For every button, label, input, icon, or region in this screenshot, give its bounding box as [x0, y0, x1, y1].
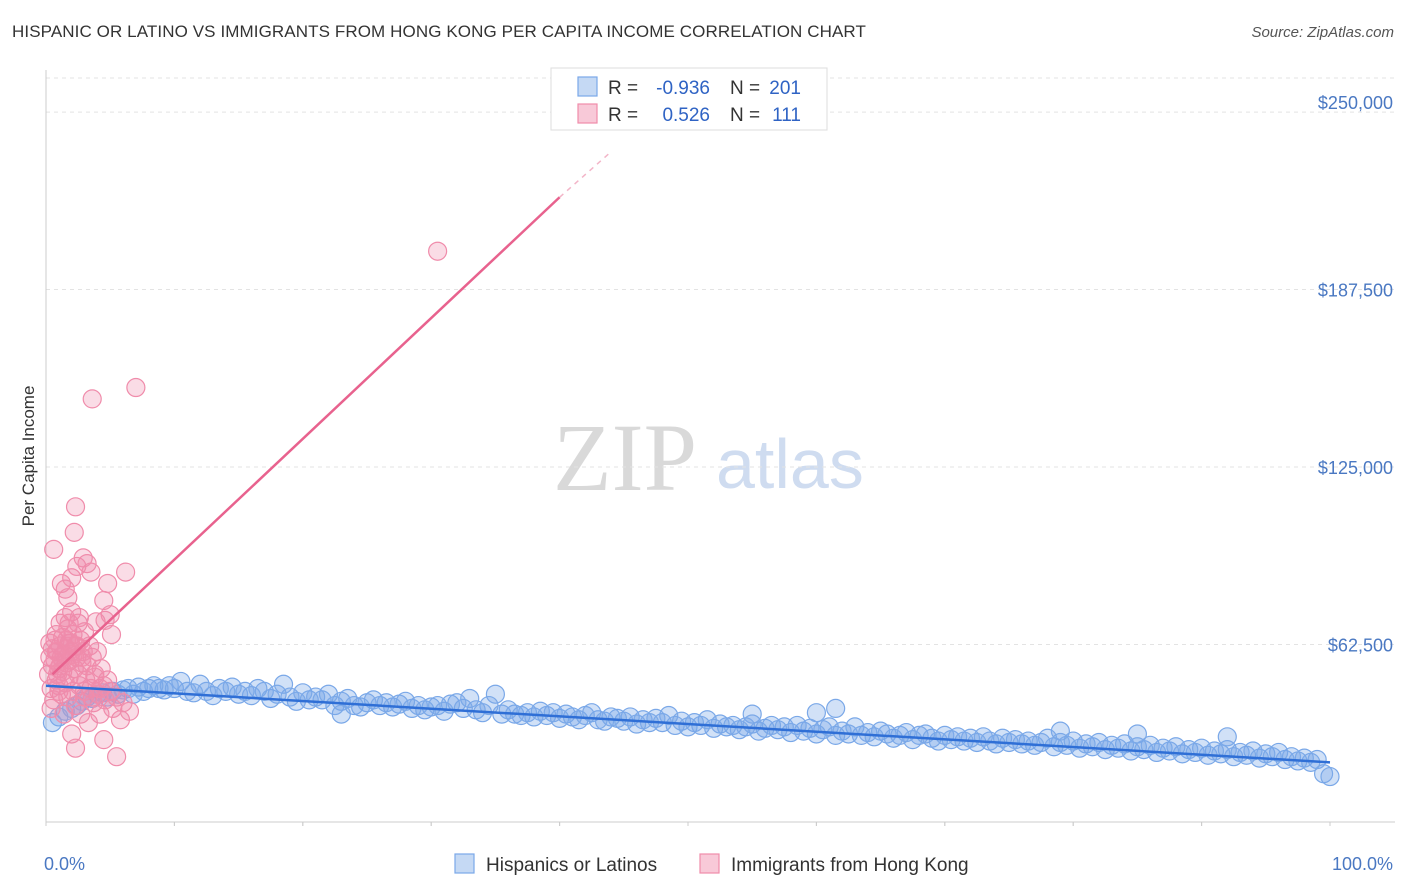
hispanic-point	[1050, 721, 1070, 741]
hispanic-point	[601, 707, 621, 727]
legend-r-value-2: 0.526	[662, 105, 710, 126]
legend-n-label-2: N =	[730, 105, 760, 126]
hispanic-point	[1307, 749, 1327, 770]
legend-n-value-2: 111	[772, 105, 801, 126]
hispanic-point	[485, 684, 505, 704]
hongkong-point	[95, 610, 115, 630]
hispanic-point	[1320, 766, 1340, 787]
hongkong-point	[119, 701, 140, 721]
hongkong-point	[100, 605, 120, 625]
bottom-legend-swatch-hongkong	[699, 853, 720, 874]
hispanic-point	[1217, 727, 1237, 747]
hispanic-point	[826, 698, 846, 719]
hongkong-point	[44, 539, 64, 559]
hispanic-point	[1127, 724, 1148, 744]
hongkong-point	[98, 573, 118, 594]
hispanic-trend-line	[45, 684, 1331, 764]
gridlines	[46, 77, 1395, 646]
hongkong-point	[65, 738, 86, 758]
hispanic-point	[806, 703, 827, 723]
x-tick-min: 0.0%	[44, 854, 85, 874]
hongkong-point	[62, 724, 82, 744]
hongkong-point	[107, 747, 127, 767]
legend-swatch-hispanic	[577, 76, 598, 97]
hispanic-point	[742, 704, 762, 724]
hongkong-point	[65, 497, 86, 517]
hongkong-trend-extension	[559, 151, 612, 198]
y-axis-title: Per Capita Income	[19, 386, 38, 527]
hongkong-point	[47, 664, 68, 684]
hispanic-point	[331, 704, 351, 724]
trend-lines	[45, 151, 1331, 764]
x-tick-max: 100.0%	[1332, 854, 1393, 874]
hongkong-point	[54, 704, 74, 724]
watermark-atlas: atlas	[716, 425, 864, 503]
axes	[45, 70, 1395, 826]
legend-r-value-1: -0.936	[656, 78, 710, 99]
legend-n-label-1: N =	[730, 78, 760, 99]
bottom-legend-swatch-hispanic	[454, 853, 475, 874]
hongkong-trend-line	[51, 196, 561, 676]
y-tick-label: $187,500	[1318, 281, 1393, 301]
hongkong-point	[69, 607, 89, 628]
hongkong-point	[85, 667, 105, 687]
legend-box: R = -0.936 N = 201 R = 0.526 N = 111	[550, 67, 828, 131]
hispanic-point	[144, 676, 164, 696]
legend-n-value-1: 201	[769, 78, 801, 99]
hongkong-points	[38, 241, 448, 767]
hispanic-point	[171, 671, 191, 692]
y-tick-labels: $62,500 $125,000 $187,500 $250,000	[1318, 93, 1393, 655]
hispanic-points	[42, 671, 1340, 787]
bottom-legend-label-hispanic: Hispanics or Latinos	[486, 855, 657, 876]
y-tick-label: $250,000	[1318, 93, 1393, 113]
hongkong-point	[101, 624, 122, 645]
legend-r-label-2: R =	[608, 105, 638, 126]
y-tick-label: $62,500	[1328, 636, 1393, 656]
hongkong-point	[428, 241, 448, 261]
legend-swatch-hongkong	[577, 103, 598, 124]
hongkong-point	[82, 389, 102, 409]
hongkong-point	[81, 562, 101, 582]
legend-r-label-1: R =	[608, 78, 638, 99]
hongkong-point	[126, 377, 146, 398]
chart-title: HISPANIC OR LATINO VS IMMIGRANTS FROM HO…	[12, 22, 866, 41]
hongkong-point	[116, 562, 136, 582]
hispanic-point	[460, 688, 480, 709]
hispanic-point	[159, 676, 179, 696]
watermark-zip: ZIP	[553, 404, 697, 511]
y-tick-label: $125,000	[1318, 458, 1393, 478]
hongkong-point	[58, 588, 78, 608]
hongkong-point	[94, 730, 114, 750]
hongkong-point	[62, 568, 82, 588]
bottom-legend: Hispanics or Latinos Immigrants from Hon…	[454, 853, 969, 876]
hongkong-point	[53, 650, 73, 670]
hongkong-point	[103, 698, 123, 719]
bottom-legend-label-hongkong: Immigrants from Hong Kong	[731, 855, 969, 876]
chart-source: Source: ZipAtlas.com	[1251, 24, 1394, 41]
hongkong-point	[64, 522, 84, 542]
